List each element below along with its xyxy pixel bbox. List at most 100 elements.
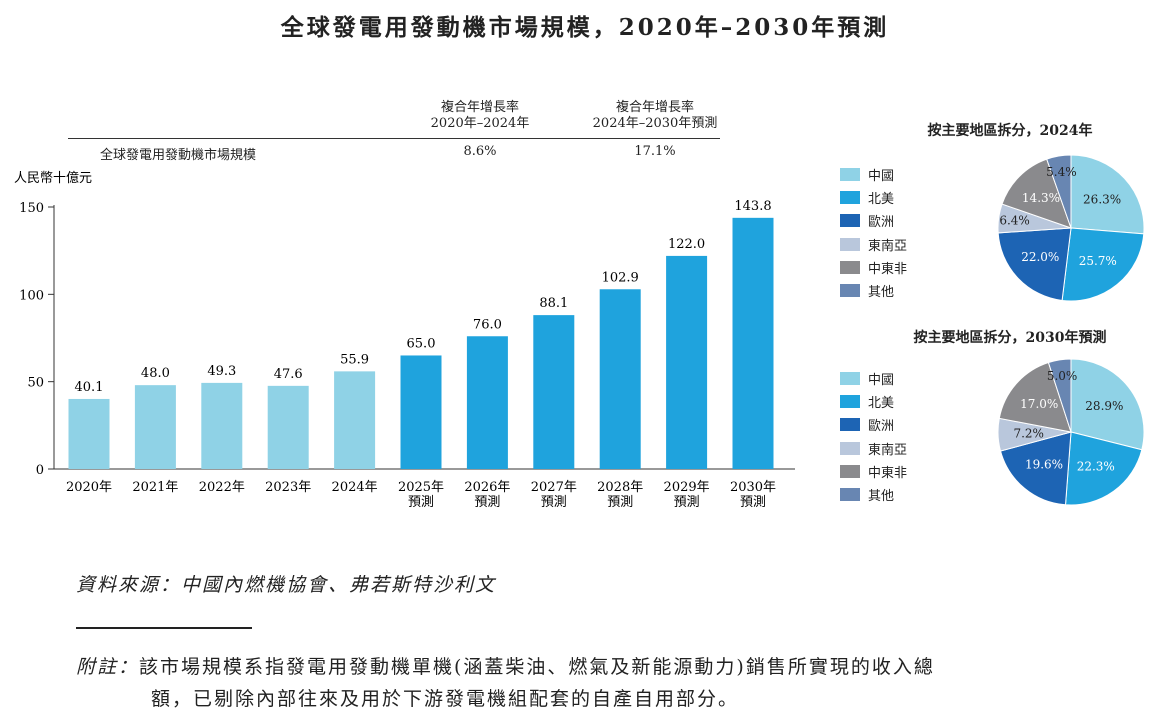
x-tick-label: 2027年: [531, 480, 577, 495]
bar-value-label: 143.8: [734, 199, 771, 214]
pie-slice-label: 14.3%: [1022, 191, 1060, 205]
cagr-header-line2: 2020年–2024年: [430, 116, 530, 131]
legend-label: 歐洲: [868, 215, 895, 231]
legend-label: 其他: [868, 285, 895, 301]
legend-label: 其他: [868, 489, 895, 505]
pie-slice-label: 19.6%: [1025, 458, 1063, 472]
bar-value-label: 122.0: [668, 237, 705, 252]
cagr-header-line2: 2024年–2030年預測: [592, 116, 718, 131]
legend-swatch: [840, 214, 860, 228]
y-tick-label: 50: [27, 376, 44, 391]
pie-title-2030: 按主要地區拆分，2030年預測: [913, 330, 1107, 346]
pie-slice: [1046, 154, 1072, 229]
legend-swatch: [840, 284, 860, 298]
pie-slice: [1064, 431, 1143, 506]
cagr-header-line1: 複合年增長率: [440, 100, 519, 115]
legend-swatch: [840, 418, 860, 432]
legend-item: 中國: [840, 367, 907, 390]
pie-slice-label: 6.4%: [999, 213, 1030, 227]
bar-value-label: 48.0: [141, 366, 170, 381]
x-tick-label: 預測: [474, 495, 500, 510]
pie-slice-label: 25.7%: [1079, 254, 1117, 268]
legend-label: 歐洲: [868, 419, 895, 435]
legend-label: 中東非: [868, 261, 908, 277]
pie-slice-label: 5.0%: [1047, 369, 1078, 383]
cagr-header-2020-2024: 複合年增長率 2020年–2024年: [400, 100, 560, 132]
x-tick-label: 2030年: [730, 480, 776, 495]
note-text-1: 該市場規模系指發電用發動機單機(涵蓋柴油、燃氣及新能源動力)銷售所實現的收入總: [139, 656, 935, 678]
x-tick-label: 預測: [408, 495, 434, 510]
legend-label: 東南亞: [868, 238, 908, 254]
legend-label: 北美: [868, 396, 895, 412]
x-tick-label: 2026年: [464, 480, 510, 495]
pie-slice: [998, 361, 1072, 433]
bar: [334, 371, 376, 469]
pie-slice-label: 22.0%: [1021, 250, 1059, 264]
pie-slice: [1061, 227, 1145, 302]
note-divider: [76, 627, 252, 629]
legend-item: 東南亞: [840, 233, 907, 256]
legend-item: 東南亞: [840, 437, 907, 460]
legend-item: 其他: [840, 279, 907, 302]
legend-swatch: [840, 372, 860, 386]
note-line-2: 額，已剔除內部往來及用於下游發電機組配套的自產自用部分。: [151, 688, 740, 710]
bar: [267, 385, 309, 469]
pie-slice: [997, 227, 1072, 302]
bar: [201, 382, 243, 469]
bar: [400, 355, 442, 469]
legend-swatch: [840, 441, 860, 455]
legend-item: 中東非: [840, 460, 907, 483]
legend-2024: 中國北美歐洲東南亞中東非其他: [840, 163, 907, 302]
bar-value-label: 49.3: [207, 364, 236, 379]
x-tick-label: 2023年: [265, 480, 311, 495]
pie-slice-label: 26.3%: [1083, 192, 1121, 206]
bar: [732, 217, 774, 469]
legend-label: 北美: [868, 192, 895, 208]
pie-slice-label: 7.2%: [1013, 427, 1044, 441]
x-tick-label: 2020年: [66, 480, 112, 495]
table-divider: [68, 138, 720, 139]
y-tick-label: 150: [19, 201, 44, 216]
note-prefix: 附註：: [76, 656, 140, 678]
legend-item: 中國: [840, 163, 907, 186]
bar: [666, 255, 708, 469]
x-tick-label: 預測: [674, 495, 700, 510]
page-title: 全球發電用發動機市場規模，2020年–2030年預測: [280, 14, 890, 41]
legend-swatch: [840, 168, 860, 182]
pie-slice: [1047, 358, 1072, 433]
bar-value-label: 47.6: [274, 367, 303, 382]
legend-label: 中東非: [868, 465, 908, 481]
legend-item: 歐洲: [840, 413, 907, 436]
legend-item: 北美: [840, 186, 907, 209]
y-tick-label: 100: [19, 288, 44, 303]
bar: [599, 289, 641, 469]
legend-label: 中國: [868, 169, 895, 185]
y-axis-label: 人民幣十億元: [14, 170, 92, 186]
pie-slice: [999, 431, 1072, 506]
source-text: 資料來源：中國內燃機協會、弗若斯特沙利文: [76, 574, 497, 596]
x-tick-label: 2029年: [664, 480, 710, 495]
legend-label: 中國: [868, 373, 895, 389]
x-tick-label: 預測: [541, 495, 567, 510]
legend-swatch: [840, 260, 860, 274]
cagr-value-2024-2030: 17.1%: [634, 144, 676, 159]
cagr-header-line1: 複合年增長率: [615, 100, 694, 115]
x-tick-label: 預測: [607, 495, 633, 510]
x-tick-label: 2028年: [597, 480, 643, 495]
bar: [466, 336, 508, 469]
legend-swatch: [840, 395, 860, 409]
note-line-1: 附註：該市場規模系指發電用發動機單機(涵蓋柴油、燃氣及新能源動力)銷售所實現的收…: [76, 652, 935, 679]
pie-title-2024: 按主要地區拆分，2024年: [927, 123, 1093, 139]
bar-value-label: 55.9: [340, 352, 369, 367]
pie-slice: [1070, 154, 1145, 235]
bar-value-label: 65.0: [407, 336, 436, 351]
legend-item: 北美: [840, 390, 907, 413]
cagr-row-label: 全球發電用發動機市場規模: [100, 148, 257, 163]
bar-value-label: 76.0: [473, 317, 502, 332]
legend-item: 歐洲: [840, 209, 907, 232]
legend-swatch: [840, 191, 860, 205]
legend-2030: 中國北美歐洲東南亞中東非其他: [840, 367, 907, 506]
pie-slice-label: 5.4%: [1046, 165, 1077, 179]
pie-slice: [1001, 158, 1072, 229]
pie-slice: [997, 417, 1072, 452]
